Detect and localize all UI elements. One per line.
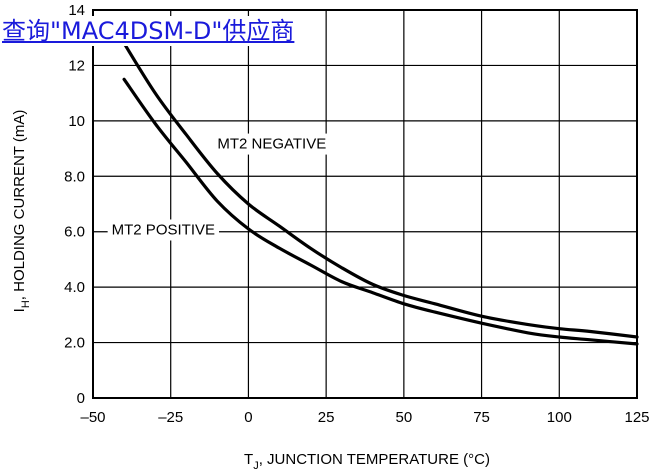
- x-tick-labels: –50 –25 0 25 50 75 100 125: [80, 409, 649, 426]
- series-line-mt2-positive: [122, 77, 639, 346]
- curves: [122, 41, 639, 346]
- x-tick-label: –50: [80, 409, 105, 426]
- plot-frame: [92, 9, 638, 399]
- y-tick-label: 10: [68, 113, 85, 130]
- x-tick-label: –25: [158, 409, 183, 426]
- x-tick-label: 25: [318, 409, 335, 426]
- x-tick-label: 100: [547, 409, 572, 426]
- grid: [93, 10, 637, 398]
- label-mt2-positive: MT2 POSITIVE: [112, 221, 215, 238]
- x-tick-label: 0: [244, 409, 252, 426]
- y-tick-label: 8.0: [64, 168, 85, 185]
- label-background: [107, 219, 220, 241]
- x-tick-label: 75: [473, 409, 490, 426]
- y-tick-label: 14: [68, 2, 85, 19]
- x-tick-label: 50: [396, 409, 413, 426]
- supplier-search-link[interactable]: 查询"MAC4DSM-D"供应商: [0, 16, 301, 46]
- y-tick-labels: 0 2.0 4.0 6.0 8.0 10 12 14: [64, 2, 85, 407]
- y-tick-label: 2.0: [64, 335, 85, 352]
- curve-labels: MT2 NEGATIVE MT2 POSITIVE: [107, 133, 331, 241]
- y-tick-label: 12: [68, 57, 85, 74]
- y-tick-label: 6.0: [64, 224, 85, 241]
- label-mt2-negative: MT2 NEGATIVE: [217, 136, 326, 153]
- y-axis-label: IH, HOLDING CURRENT (mA): [11, 110, 32, 313]
- y-tick-label: 4.0: [64, 279, 85, 296]
- series-line-mt2-negative: [122, 41, 639, 339]
- x-tick-label: 125: [624, 409, 649, 426]
- y-tick-label: 0: [77, 390, 85, 407]
- label-background: [213, 133, 331, 155]
- x-axis-label: TJ, JUNCTION TEMPERATURE (°C): [244, 451, 490, 471]
